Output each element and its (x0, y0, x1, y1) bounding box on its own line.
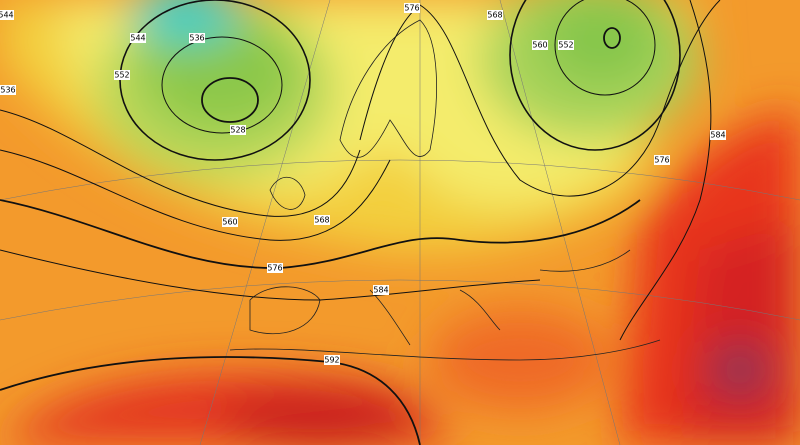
contour-label: 528 (230, 126, 245, 135)
label-background (532, 40, 548, 50)
label-background (314, 215, 330, 225)
label-background (373, 285, 389, 295)
contour-label: 576 (267, 264, 282, 273)
height-contours (0, 0, 721, 445)
contour-label: 544 (0, 11, 14, 20)
contour-label: 552 (114, 71, 129, 80)
label-background (0, 85, 16, 95)
label-background (130, 33, 146, 43)
label-background (654, 155, 670, 165)
contour-label: 560 (222, 218, 237, 227)
label-background (324, 355, 340, 365)
contour-label: 584 (373, 286, 388, 295)
label-background (710, 130, 726, 140)
label-background (0, 10, 14, 20)
contour-label: 560 (532, 41, 547, 50)
label-background (230, 125, 246, 135)
label-background (189, 33, 205, 43)
contour-label: 536 (189, 34, 204, 43)
label-background (487, 10, 503, 20)
contour-label: 576 (404, 4, 419, 13)
contour-label: 576 (654, 156, 669, 165)
contour-label: 568 (487, 11, 502, 20)
contour-label: 568 (314, 216, 329, 225)
contour-label: 584 (710, 131, 725, 140)
label-background (404, 3, 420, 13)
contour-label: 536 (0, 86, 15, 95)
contour-label: 544 (130, 34, 145, 43)
contour-label: 592 (324, 356, 339, 365)
label-background (558, 40, 574, 50)
contour-labels: 544 536 552 528 560 568 576 576 568 560 552 576 584 5… (0, 3, 726, 365)
contour-label: 552 (558, 41, 573, 50)
label-background (114, 70, 130, 80)
label-background (222, 217, 238, 227)
label-background (267, 263, 283, 273)
